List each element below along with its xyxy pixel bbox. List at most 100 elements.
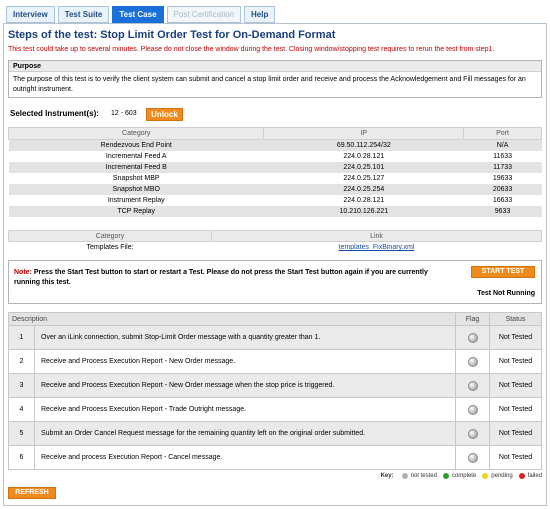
complete-dot-icon	[442, 473, 449, 479]
ip-port: 9633	[463, 205, 542, 217]
start-test-button[interactable]: START TEST	[471, 266, 535, 278]
table-row: 2 Receive and Process Execution Report -…	[8, 349, 542, 374]
step-description: Receive and Process Execution Report - N…	[34, 349, 456, 374]
ip-category: Incremental Feed A	[105, 152, 167, 160]
test-status: Test Not Running	[477, 290, 535, 297]
not-tested-dot-icon	[401, 473, 408, 479]
table-row: Snapshot MBO 224.0.25.254 20633	[8, 183, 542, 195]
steps-header-flag: Flag	[455, 312, 490, 326]
step-description: Receive and process Execution Report - C…	[34, 445, 456, 470]
purpose-heading: Purpose	[9, 61, 541, 72]
step-description: Receive and Process Execution Report - T…	[34, 397, 456, 422]
content-frame	[3, 23, 547, 506]
step-status: Not Tested	[489, 445, 542, 470]
key-complete: complete	[451, 473, 477, 479]
ip-address: 224.0.25.127	[343, 174, 385, 182]
flag-indicator-icon	[467, 332, 478, 343]
table-row: 6 Receive and process Execution Report -…	[8, 445, 542, 470]
tab-test-suite[interactable]: Test Suite	[57, 6, 110, 23]
selected-instrument-label: Selected Instrument(s):	[10, 109, 99, 118]
key-not-tested: not tested	[410, 473, 437, 479]
step-status: Not Tested	[489, 421, 542, 446]
link-header-link: Link	[211, 230, 542, 242]
ip-category: TCP Replay	[8, 205, 264, 217]
step-number: 4	[8, 397, 35, 422]
flag-indicator-icon	[467, 404, 478, 415]
unlock-button[interactable]: Unlock	[146, 108, 183, 121]
note-text: Press the Start Test button to start or …	[14, 269, 428, 286]
templates-file-link[interactable]: templates_FixBinary.xml	[338, 244, 415, 252]
step-description: Submit an Order Cancel Request message f…	[34, 421, 456, 446]
step-number: 6	[8, 445, 35, 470]
link-header-category: Category	[8, 230, 212, 242]
pending-dot-icon	[482, 473, 489, 479]
ip-port: 20633	[463, 183, 542, 195]
failed-dot-icon	[518, 473, 525, 479]
table-row: 4 Receive and Process Execution Report -…	[8, 397, 542, 422]
ip-category: Incremental Feed B	[8, 161, 264, 173]
flag-indicator-icon	[467, 356, 478, 367]
step-number: 1	[8, 325, 35, 350]
ip-port: 11733	[463, 161, 542, 173]
ip-address: 224.0.25.101	[263, 161, 464, 173]
tab-interview[interactable]: Interview	[6, 6, 55, 23]
steps-header-status: Status	[489, 312, 542, 326]
flag-indicator-icon	[467, 380, 478, 391]
step-number: 5	[8, 421, 35, 446]
key-label: Key:	[380, 473, 394, 479]
ip-port: 11633	[493, 152, 513, 160]
ip-port: 16633	[492, 196, 513, 204]
table-row: Snapshot MBP 224.0.25.127 19633	[9, 173, 542, 184]
step-status: Not Tested	[489, 325, 542, 350]
table-row: Instrument Replay 224.0.28.121 16633	[9, 195, 542, 206]
table-row: TCP Replay 10.210.126.221 9633	[8, 205, 542, 217]
table-row: Incremental Feed A 224.0.28.121 11633	[9, 151, 542, 162]
ip-header-port: Port	[463, 127, 542, 140]
purpose-text: The purpose of this test is to verify th…	[13, 76, 526, 93]
refresh-button[interactable]: REFRESH	[8, 487, 56, 499]
tab-post-certification: Post Certification	[166, 6, 241, 23]
steps-header-description: Description	[8, 312, 456, 326]
link-table: Category Link Templates File: templates_…	[8, 230, 542, 254]
key-pending: pending	[491, 473, 513, 479]
ip-header-ip: IP	[263, 127, 465, 140]
table-row: Rendezvous End Point 69.50.112.254/32 N/…	[8, 139, 542, 151]
ip-port: N/A	[463, 139, 542, 151]
table-row: Templates File: templates_FixBinary.xml	[9, 242, 542, 254]
ip-address: 10.210.126.221	[263, 205, 464, 217]
table-row: 5 Submit an Order Cancel Request message…	[8, 421, 542, 446]
note-text-block: Note: Press the Start Test button to sta…	[14, 268, 454, 288]
steps-table: Description Flag Status 1 Over an iLink …	[8, 312, 542, 470]
ip-address: 224.0.28.121	[343, 196, 385, 204]
ip-address: 224.0.25.254	[263, 183, 464, 195]
table-row: 3 Receive and Process Execution Report -…	[8, 373, 542, 398]
ip-address: 224.0.28.121	[343, 152, 385, 160]
step-status: Not Tested	[489, 397, 542, 422]
ip-header-category: Category	[7, 127, 265, 140]
ip-port: 19633	[492, 174, 513, 182]
tab-bar: Interview Test Suite Test Case Post Cert…	[6, 6, 278, 23]
step-status: Not Tested	[489, 373, 542, 398]
tab-test-case[interactable]: Test Case	[112, 6, 164, 23]
table-row: Incremental Feed B 224.0.25.101 11733	[8, 161, 542, 173]
tab-help[interactable]: Help	[244, 6, 276, 23]
selected-instrument-value: 12 - 603	[111, 110, 137, 117]
link-category: Templates File:	[86, 244, 134, 252]
ip-table: Category IP Port Rendezvous End Point 69…	[7, 127, 542, 217]
step-number: 3	[8, 373, 35, 398]
page-title: Steps of the test: Stop Limit Order Test…	[8, 29, 336, 41]
ip-category: Snapshot MBP	[112, 174, 160, 182]
table-row: 1 Over an iLink connection, submit Stop-…	[8, 325, 542, 350]
flag-indicator-icon	[467, 428, 478, 439]
purpose-box: Purpose The purpose of this test is to v…	[8, 60, 542, 98]
step-status: Not Tested	[489, 349, 542, 374]
key-failed: failed	[527, 473, 542, 479]
ip-address: 69.50.112.254/32	[263, 139, 464, 151]
ip-category: Snapshot MBO	[8, 183, 264, 195]
legend-key: Key: not tested complete pending failed	[381, 473, 542, 479]
warning-message: This test could take up to several minut…	[8, 46, 495, 53]
step-description: Over an iLink connection, submit Stop-Li…	[34, 325, 456, 350]
step-description: Receive and Process Execution Report - N…	[34, 373, 456, 398]
flag-indicator-icon	[467, 452, 478, 463]
ip-category: Instrument Replay	[107, 196, 165, 204]
